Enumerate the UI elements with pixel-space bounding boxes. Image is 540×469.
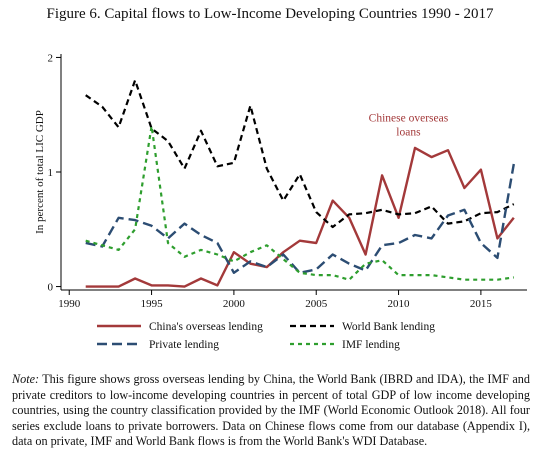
figure-title: Figure 6. Capital flows to Low-Income De… bbox=[46, 6, 494, 22]
annotation-line: loans bbox=[396, 127, 421, 139]
note-text: This figure shows gross overseas lending… bbox=[12, 372, 530, 448]
legend-label: Private lending bbox=[149, 339, 219, 351]
y-tick-label: 0 bbox=[48, 282, 54, 294]
series-line bbox=[85, 79, 515, 229]
x-tick-label: 2000 bbox=[223, 298, 246, 310]
x-tick-label: 1990 bbox=[58, 298, 81, 310]
series-line bbox=[85, 163, 515, 274]
annotation-line: Chinese overseas bbox=[369, 113, 449, 125]
legend-label: China's overseas lending bbox=[149, 321, 263, 333]
y-axis-label: In percent of total LIC GDP bbox=[34, 110, 46, 234]
x-tick-label: 2005 bbox=[305, 298, 328, 310]
y-tick-label: 2 bbox=[48, 52, 54, 64]
legend-label: World Bank lending bbox=[342, 321, 435, 333]
series-line bbox=[85, 125, 514, 281]
x-tick-label: 1995 bbox=[141, 298, 164, 310]
y-tick-label: 1 bbox=[48, 167, 54, 179]
series-line bbox=[85, 146, 515, 288]
legend-label: IMF lending bbox=[342, 339, 400, 351]
line-chart: 0 1 2 1990 1995 2000 2005 2010 2015 In percent of… bbox=[34, 52, 527, 351]
figure-note: Note: This figure shows gross overseas l… bbox=[12, 372, 530, 450]
note-label: Note: bbox=[12, 372, 40, 386]
x-tick-label: 2015 bbox=[470, 298, 493, 310]
x-tick-label: 2010 bbox=[388, 298, 411, 310]
annotation-label: Chinese overseas loans bbox=[369, 113, 449, 139]
